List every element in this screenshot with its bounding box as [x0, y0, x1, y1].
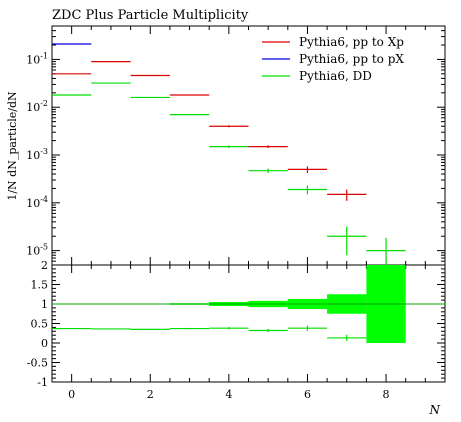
legend: Pythia6, pp to Xp Pythia6, pp to pX Pythia… — [262, 35, 404, 83]
x-tick-label: 4 — [225, 388, 232, 401]
ratio-y-tick-label: 2 — [41, 259, 48, 272]
main-y-tick-label: 10-3 — [26, 147, 48, 162]
main-series-group — [52, 43, 406, 265]
series-pythia6-pp-to-xp — [52, 60, 367, 201]
main-y-tick-label: 10-1 — [26, 51, 48, 66]
legend-label: Pythia6, pp to pX — [299, 52, 404, 66]
x-tick-label: 0 — [68, 388, 75, 401]
chart-title: ZDC Plus Particle Multiplicity — [52, 8, 249, 23]
x-tick-label: 2 — [147, 388, 154, 401]
legend-label: Pythia6, DD — [299, 69, 372, 83]
main-y-tick-label: 10-2 — [26, 99, 48, 114]
x-tick-label: 6 — [304, 388, 311, 401]
x-axis-label: N — [429, 403, 441, 417]
y-axis-label: 1/N dN_particle/dN — [6, 91, 19, 201]
ratio-series-dd — [52, 325, 367, 342]
main-y-tick-label: 10-4 — [26, 195, 48, 210]
ratio-y-tick-label: -1 — [37, 376, 48, 389]
ratio-y-tick-label: 0 — [41, 337, 48, 350]
ratio-y-tick-label: -0.5 — [27, 357, 48, 370]
x-tick-label: 8 — [383, 388, 390, 401]
ratio-y-tick-label: 0.5 — [31, 318, 49, 331]
legend-label: Pythia6, pp to Xp — [299, 35, 404, 49]
main-y-tick-label: 10-5 — [26, 243, 48, 258]
ratio-series-group — [52, 325, 367, 342]
series-pythia6-dd — [52, 82, 406, 265]
ratio-y-tick-label: 1.5 — [31, 279, 49, 292]
ratio-y-tick-label: 1 — [41, 298, 48, 311]
